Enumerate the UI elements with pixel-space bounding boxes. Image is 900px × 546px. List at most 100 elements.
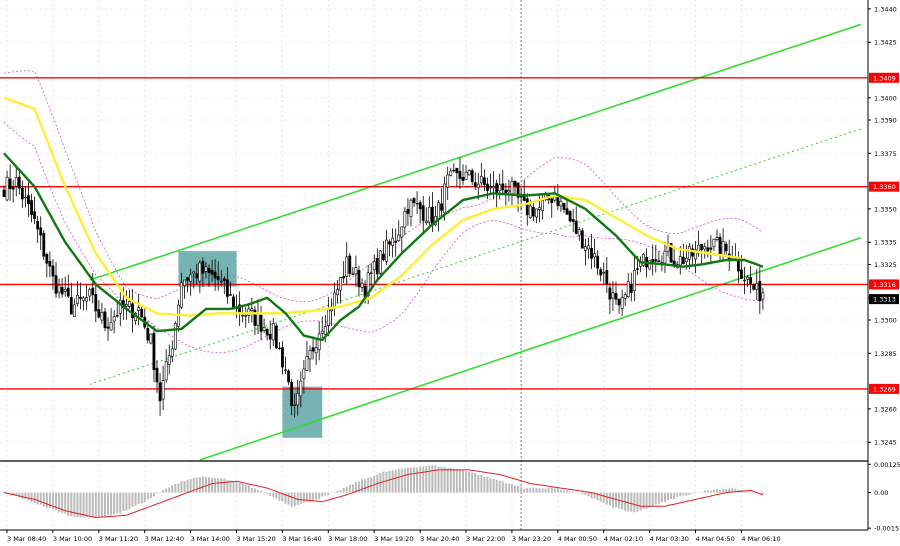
candle-bear	[357, 270, 361, 288]
candle-bear	[599, 269, 603, 276]
candle-bear	[158, 382, 162, 402]
oscillator-bar	[458, 469, 461, 493]
oscillator-bar	[263, 492, 266, 494]
candle-bear	[495, 183, 499, 194]
oscillator-bar	[128, 492, 131, 510]
oscillator-bar	[27, 492, 30, 501]
price-tick-label: 1.3325	[874, 261, 897, 269]
candle-bear	[36, 221, 40, 230]
candle-bull	[256, 313, 260, 326]
candle-bull	[449, 170, 453, 176]
time-tick-label: 3 Mar 22:00	[466, 535, 505, 543]
moving-average-green	[3, 152, 764, 342]
oscillator-bar	[364, 479, 367, 493]
candle-bear	[525, 198, 529, 216]
candle-bear	[758, 281, 762, 302]
oscillator-bar	[611, 492, 614, 508]
candle-bull	[24, 196, 27, 199]
oscillator-bar	[416, 467, 419, 493]
oscillator-bar	[474, 473, 477, 493]
oscillator-bar	[504, 483, 507, 493]
candle-bull	[378, 250, 382, 274]
candle-bear	[483, 177, 486, 185]
oscillator-bar	[217, 478, 220, 493]
candle-bull	[587, 245, 590, 250]
candle-bull	[538, 207, 541, 210]
oscillator-bar	[627, 492, 630, 512]
candle-bear	[452, 169, 456, 172]
oscillator-bar	[605, 492, 608, 505]
oscillator-bar	[676, 492, 679, 497]
oscillator-bar	[569, 491, 572, 493]
oscillator-bar	[70, 492, 73, 517]
oscillator-bar	[324, 492, 327, 496]
candle-bear	[681, 256, 685, 265]
candle-bull	[192, 271, 196, 274]
candle-bull	[642, 253, 645, 266]
candle-bear	[596, 255, 600, 269]
time-tick-label: 3 Mar 14:00	[191, 535, 230, 543]
candle-bear	[20, 187, 24, 200]
time-tick-label: 4 Mar 00:50	[558, 535, 597, 543]
candle-bear	[152, 332, 156, 370]
candle-bear	[207, 267, 211, 274]
level-label-background	[869, 72, 899, 83]
candle-bull	[189, 274, 193, 282]
oscillator-bar	[107, 492, 110, 515]
candle-bear	[30, 200, 33, 215]
oscillator-bar	[45, 492, 48, 508]
oscillator-bar	[287, 492, 290, 505]
candle-bull	[424, 220, 428, 224]
candle-bear	[394, 241, 398, 243]
candle-bull	[173, 323, 177, 350]
level-label: 1.3409	[873, 74, 896, 82]
candle-bear	[382, 253, 385, 260]
oscillator-bar	[229, 480, 232, 493]
oscillator-bar	[162, 490, 165, 493]
oscillator-bar	[235, 482, 238, 493]
oscillator-bar	[547, 488, 550, 493]
oscillator-bar	[318, 492, 321, 499]
oscillator-bar	[440, 467, 443, 493]
candle-bull	[464, 172, 468, 180]
candle-bull	[198, 262, 202, 282]
candle-bear	[42, 232, 46, 257]
oscillator-bar	[397, 468, 400, 493]
candle-bear	[54, 275, 58, 294]
candle-bear	[8, 178, 12, 189]
candle-bear	[106, 326, 110, 329]
oscillator-bar	[122, 492, 125, 511]
oscillator-bar	[82, 492, 85, 518]
candle-bull	[559, 200, 563, 207]
candle-bear	[201, 260, 205, 274]
oscillator-bar	[532, 487, 535, 493]
candle-bear	[590, 248, 593, 259]
oscillator-bar	[357, 481, 360, 493]
candle-bull	[715, 237, 719, 240]
oscillator-bar	[465, 471, 468, 493]
candle-bull	[118, 299, 122, 314]
candle-bull	[648, 260, 652, 270]
oscillator-bar	[455, 468, 458, 493]
candle-bear	[421, 205, 425, 221]
oscillator-bar	[315, 492, 318, 500]
oscillator-bar	[348, 484, 351, 493]
candle-bear	[473, 182, 477, 187]
candle-bull	[241, 314, 245, 317]
oscillator-bar	[731, 488, 734, 493]
candle-bear	[724, 243, 728, 252]
oscillator-bar	[309, 492, 311, 503]
oscillator-bar	[269, 492, 272, 496]
oscillator-bar	[483, 476, 486, 493]
oscillator-bar	[413, 467, 416, 493]
oscillator-bar	[12, 492, 15, 495]
oscillator-bar	[149, 492, 152, 498]
oscillator-bar	[654, 492, 657, 505]
oscillator-bar	[685, 492, 688, 496]
oscillator-bar	[312, 492, 315, 502]
candle-bull	[712, 239, 716, 248]
candle-bull	[663, 250, 667, 264]
candle-bull	[541, 200, 544, 212]
horizontal-levels	[0, 77, 868, 390]
oscillator-bar	[18, 492, 21, 498]
